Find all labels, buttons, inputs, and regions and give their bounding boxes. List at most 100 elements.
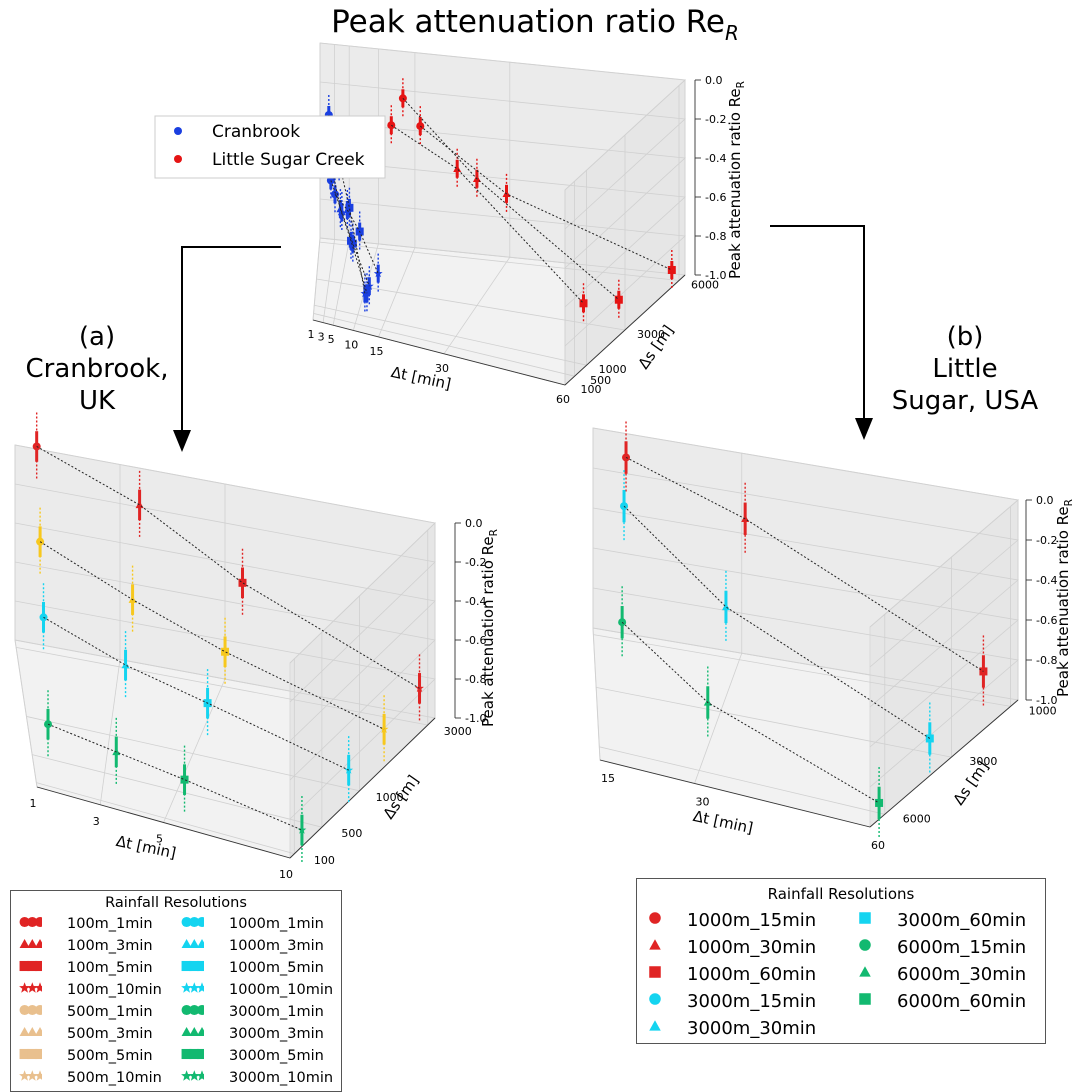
legend-marker-glyph [649,966,661,978]
legend-marker-glyph [27,938,38,949]
data-point [348,239,357,248]
grid-line-z [14,483,436,703]
grid-line-z [14,444,436,664]
legend-marker [19,916,46,928]
y-tick-label: 3000 [969,755,997,768]
legend-marker-glyph [196,1048,208,1060]
legend-marker-glyph [34,1070,46,1081]
grid-line-z [592,467,1019,668]
legend-marker-box [181,1069,229,1087]
legend-label: 1000m_60min [687,964,817,985]
legend-marker-glyph [27,916,38,928]
legend-marker-box [857,991,897,1012]
legend-marker [649,1020,661,1031]
legend-marker [649,993,661,1005]
figure-title: Peak attenuation ratio ReR [331,4,739,45]
legend-marker-box [19,959,67,977]
legend-marker [859,912,871,924]
legend-label: 6000m_15min [897,937,1027,958]
legend-marker-glyph [859,966,871,977]
legend-item: 6000m_30min [857,961,1047,988]
grid-line-z [319,42,686,191]
legend-item: 1000m_60min [647,961,857,988]
legend-label: 3000m_15min [687,991,817,1012]
legend-label: 1000m_1min [229,916,324,932]
z-tick-label: -0.6 [1036,614,1057,627]
legend-item: 1000m_5min [181,957,341,979]
z-tick-label: -0.4 [705,152,726,165]
x-tick-label: 3 [318,331,325,344]
legend-marker-glyph [19,1026,30,1037]
legend-label: Cranbrook [212,122,300,142]
legend-marker [181,960,208,972]
panel-label-a-line3: UK [79,386,116,416]
y-tick-label: 100 [581,383,602,396]
legend-marker [181,916,208,928]
legend-marker-glyph [19,1048,30,1060]
y-axis-line [289,717,436,859]
legend-marker [181,1004,208,1016]
y-axis-line [869,699,1019,828]
grid-line-y [593,634,1011,707]
legend-resolutions-cranbrook: Rainfall Resolutions 100m_1min 1000m_1min… [10,890,342,1092]
legend-resolutions-little-sugar: Rainfall Resolutions 1000m_15min 1000m_30… [636,878,1046,1044]
y-tick-label: 3000 [444,725,472,738]
legend-marker-glyph [27,960,38,972]
legend-label: 500m_10min [67,1070,162,1086]
legend-marker-glyph [19,1004,30,1016]
legend-label: 100m_5min [67,960,153,976]
legend-label: Little Sugar Creek [212,150,365,170]
legend-item: 1000m_1min [181,913,341,935]
legend-marker [19,1048,46,1060]
chart-a: 1 3 5 10 100 500 1000 3000 0.0 -0.2 -0.4 -0.6 -0.8 -1… [14,412,500,881]
grid-line-y [16,646,428,726]
connector-line [419,125,673,271]
legend-marker-box [857,937,897,958]
x-tick-label: 15 [601,772,615,785]
legend-marker [19,960,46,972]
z-tick-label: -0.4 [1036,574,1057,587]
legend-label: 6000m_60min [897,991,1027,1012]
legend-marker [19,1070,46,1081]
legend-marker-box [181,937,229,955]
legend-marker-box [19,937,67,955]
z-tick-label: -0.2 [465,556,486,569]
legend-label: 6000m_30min [897,964,1027,985]
legend-label: 1000m_3min [229,938,324,954]
x-tick-label: 5 [328,333,335,346]
legend-label: 100m_3min [67,938,153,954]
grid-line-z [592,427,1019,628]
legend-marker-box [647,1018,687,1039]
legend-marker [649,966,661,978]
legend-marker [649,912,661,924]
z-tick-label: -0.2 [1036,534,1057,547]
z-tick-label: -1.0 [1036,694,1057,707]
legend-items: 100m_1min 1000m_1min 100m_3min 1000m_3min 10… [11,913,341,1089]
legend-marker [181,1026,208,1037]
legend-marker-glyph [196,1004,208,1016]
x-tick-label: 1 [308,328,315,341]
panel-label-b-line3: Sugar, USA [892,386,1039,416]
legend-marker-glyph [34,938,46,949]
x-axis-label: Δt [min] [691,807,754,837]
grid-line-y [36,782,295,855]
legend-label: 500m_1min [67,1004,153,1020]
figure-title-main: Peak attenuation ratio Re [331,4,725,40]
legend-label: 100m_10min [67,982,162,998]
legend-label: 3000m_30min [687,1018,817,1039]
legend-marker-glyph [181,982,193,993]
legend-marker-glyph [189,1048,200,1060]
data-point [416,122,425,131]
grid-line-y [314,304,587,366]
z-tick-label: 0.0 [1036,494,1054,507]
x-tick-label: 30 [435,362,449,375]
data-point [453,164,462,172]
legend-marker-box [19,1003,67,1021]
connector-line [621,621,880,804]
data-point [238,578,247,587]
connector-line [330,180,370,287]
legend-marker [181,982,208,993]
x-tick-label: 10 [279,868,293,881]
z-tick-label: -0.6 [705,191,726,204]
